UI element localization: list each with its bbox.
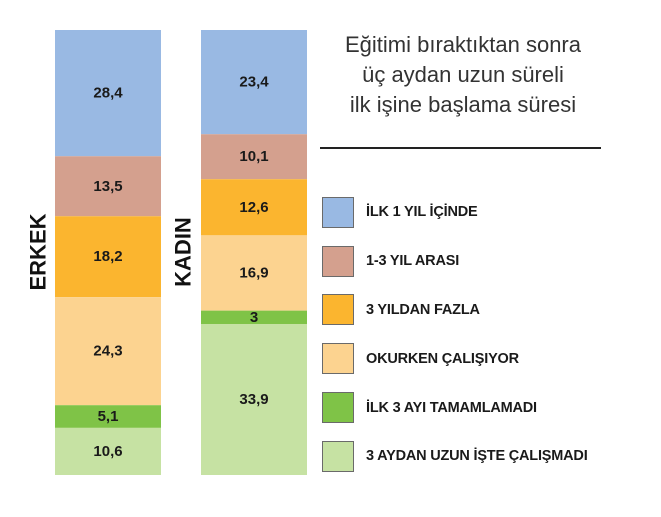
bar-kadin-series-1: [201, 134, 307, 180]
bar-erkek-series-3: [55, 297, 161, 406]
bar-kadin-series-2: [201, 179, 307, 236]
value-label-erkek-series-1: 13,5: [93, 178, 122, 195]
value-label-erkek-series-0: 28,4: [93, 85, 123, 102]
bar-segments: [55, 30, 307, 475]
value-label-kadin-series-1: 10,1: [239, 148, 268, 165]
category-label-erkek: ERKEK: [26, 213, 51, 290]
legend: İLK 1 YIL İÇİNDE 1-3 YIL ARASI 3 YILDAN …: [322, 188, 622, 481]
bar-kadin-series-0: [201, 30, 307, 135]
legend-item-ilk-1-yil: İLK 1 YIL İÇİNDE: [322, 188, 622, 237]
value-label-erkek-series-4: 5,1: [98, 408, 119, 425]
title-divider: [320, 147, 601, 149]
value-label-kadin-series-3: 16,9: [239, 264, 268, 281]
value-label-kadin-series-4: 3: [250, 309, 258, 326]
legend-swatch-3-yildan-fazla: [322, 294, 354, 326]
bar-erkek-series-2: [55, 216, 161, 298]
legend-label-1-3-yil: 1-3 YIL ARASI: [366, 253, 460, 270]
chart-title-line-3: ilk işine başlama süresi: [349, 92, 577, 117]
value-label-kadin-series-5: 33,9: [239, 391, 268, 408]
legend-swatch-ilk-3-ayi: [322, 392, 354, 424]
value-label-kadin-series-0: 23,4: [239, 74, 269, 91]
chart-title-line-2: üç aydan uzun süreli: [362, 62, 564, 87]
bar-kadin-series-5: [201, 323, 307, 475]
legend-label-ilk-1-yil: İLK 1 YIL İÇİNDE: [366, 204, 478, 221]
chart-title-line-1: Eğitimi bıraktıktan sonra: [345, 32, 581, 57]
legend-item-1-3-yil: 1-3 YIL ARASI: [322, 237, 622, 286]
bar-erkek-series-4: [55, 405, 161, 428]
legend-item-okurken-calisiyor: OKURKEN ÇALIŞIYOR: [322, 334, 622, 383]
chart-title: Eğitimi bıraktıktan sonra üç aydan uzun …: [318, 30, 608, 120]
segment-value-labels: 28,4 13,5 18,2 24,3 5,1 10,6 23,4 10,1 12,6 16,9 3…: [93, 74, 269, 460]
legend-swatch-3-aydan-uzun: [322, 440, 354, 472]
bar-erkek-series-5: [55, 427, 161, 475]
value-label-erkek-series-5: 10,6: [93, 443, 122, 460]
legend-label-okurken-calisiyor: OKURKEN ÇALIŞIYOR: [366, 350, 519, 367]
value-label-erkek-series-2: 18,2: [93, 248, 122, 265]
category-label-kadin: KADIN: [171, 217, 196, 287]
bar-kadin-series-4: [201, 310, 307, 324]
legend-label-3-yildan-fazla: 3 YILDAN FAZLA: [366, 301, 480, 318]
legend-item-3-yildan-fazla: 3 YILDAN FAZLA: [322, 286, 622, 335]
value-label-erkek-series-3: 24,3: [93, 343, 122, 360]
legend-swatch-1-3-yil: [322, 245, 354, 277]
legend-swatch-ilk-1-yil: [322, 196, 354, 228]
bar-kadin-series-3: [201, 235, 307, 311]
legend-label-ilk-3-ayi: İLK 3 AYI TAMAMLAMADI: [366, 399, 537, 416]
category-labels: ERKEK KADIN: [26, 213, 196, 290]
bar-erkek-series-1: [55, 156, 161, 217]
legend-swatch-okurken-calisiyor: [322, 343, 354, 375]
bar-erkek-series-0: [55, 30, 161, 157]
legend-item-ilk-3-ayi: İLK 3 AYI TAMAMLAMADI: [322, 383, 622, 432]
value-label-kadin-series-2: 12,6: [239, 199, 268, 216]
legend-label-3-aydan-uzun: 3 AYDAN UZUN İŞTE ÇALIŞMADI: [366, 448, 588, 465]
legend-item-3-aydan-uzun: 3 AYDAN UZUN İŞTE ÇALIŞMADI: [322, 432, 622, 481]
